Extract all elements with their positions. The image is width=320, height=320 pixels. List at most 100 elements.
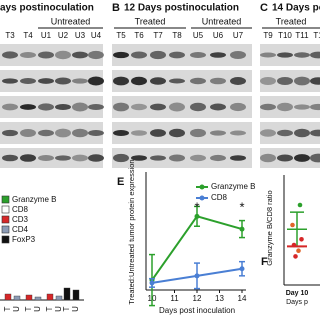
x-tick-label: T bbox=[3, 306, 12, 311]
blot-band bbox=[310, 51, 320, 59]
blot-band bbox=[169, 154, 185, 162]
blot-band bbox=[38, 78, 54, 84]
group-label: Treated bbox=[276, 16, 307, 26]
blot-band bbox=[72, 102, 88, 112]
lane-label: T5 bbox=[116, 31, 126, 40]
data-point bbox=[239, 226, 245, 232]
blot-band bbox=[20, 78, 36, 84]
blot-band bbox=[294, 104, 310, 110]
data-point bbox=[194, 273, 200, 279]
blot-band bbox=[150, 103, 166, 111]
blot-title: 12 Days postinoculation bbox=[124, 3, 239, 14]
blot-band bbox=[210, 77, 226, 85]
blot-band bbox=[113, 51, 129, 59]
bar-shape bbox=[13, 295, 21, 301]
blot-band bbox=[277, 154, 293, 162]
legend-label: Granzyme B bbox=[12, 195, 56, 204]
lane-label: T11 bbox=[295, 31, 309, 40]
x-tick-label: 11 bbox=[170, 294, 179, 303]
blot-band bbox=[210, 103, 226, 111]
panel-label: E bbox=[117, 176, 124, 188]
group-label: Untreated bbox=[51, 16, 91, 26]
bar-shape bbox=[63, 287, 71, 301]
lane-label: T10 bbox=[278, 31, 292, 40]
blot-band bbox=[2, 78, 18, 84]
legend-swatch bbox=[1, 235, 10, 244]
blot-band bbox=[131, 51, 147, 59]
blot-band bbox=[190, 52, 206, 58]
blot-strip bbox=[260, 96, 320, 118]
blot-band bbox=[2, 51, 18, 59]
legend-swatch bbox=[1, 225, 10, 234]
lane-label: T6 bbox=[134, 31, 144, 40]
lane-label: U4 bbox=[91, 31, 102, 40]
blot-band bbox=[294, 52, 310, 58]
blot-band bbox=[310, 103, 320, 111]
bar-shape bbox=[4, 293, 12, 301]
x-axis-label: Days p bbox=[286, 299, 308, 306]
blot-band bbox=[55, 103, 71, 111]
blot-band bbox=[190, 128, 206, 138]
x-tick-label: 13 bbox=[215, 294, 224, 303]
blot-band bbox=[260, 103, 276, 111]
legend-label: CD4 bbox=[12, 225, 29, 234]
blot-band bbox=[88, 154, 104, 162]
blot-band bbox=[150, 129, 166, 137]
bar-shape bbox=[25, 294, 33, 301]
blot-band bbox=[150, 50, 166, 60]
blot-band bbox=[72, 78, 88, 84]
blot-band bbox=[20, 52, 36, 58]
legend-swatch bbox=[1, 215, 10, 224]
blot-band bbox=[230, 50, 246, 60]
blot-band bbox=[190, 154, 206, 162]
lane-label: T4 bbox=[23, 31, 33, 40]
x-tick-label: U bbox=[33, 306, 42, 312]
lane-label: T7 bbox=[153, 31, 163, 40]
legend-marker bbox=[199, 195, 205, 201]
annotation: * bbox=[239, 199, 244, 214]
legend-label: FoxP3 bbox=[12, 235, 36, 244]
blot-band bbox=[169, 51, 185, 59]
blot-band bbox=[310, 77, 320, 85]
blot-band bbox=[88, 50, 104, 60]
blot-band bbox=[277, 129, 293, 137]
x-tick-label: 12 bbox=[193, 294, 202, 303]
data-point bbox=[194, 213, 200, 219]
data-point bbox=[291, 242, 297, 248]
blot-band bbox=[2, 129, 18, 137]
bar-shape bbox=[72, 289, 80, 301]
data-point bbox=[299, 236, 304, 242]
data-point bbox=[293, 254, 298, 259]
lane-label: T1 bbox=[313, 31, 320, 40]
blot-band bbox=[150, 155, 166, 161]
bar-shape bbox=[55, 295, 63, 301]
blot-band bbox=[131, 155, 147, 161]
x-tick-label: Day 10 bbox=[286, 290, 309, 297]
x-axis-label: Days post inoculation bbox=[159, 306, 235, 315]
group-label: Treated bbox=[135, 16, 166, 26]
blot-band bbox=[55, 155, 71, 161]
blot-band bbox=[72, 154, 88, 162]
blot-band bbox=[88, 104, 104, 110]
blot-band bbox=[113, 76, 129, 86]
lane-label: U1 bbox=[41, 31, 52, 40]
lane-label: U7 bbox=[233, 31, 244, 40]
blot-band bbox=[310, 129, 320, 137]
lane-label: U3 bbox=[75, 31, 86, 40]
blot-band bbox=[72, 128, 88, 138]
blot-band bbox=[169, 78, 185, 84]
lane-label: T9 bbox=[263, 31, 273, 40]
x-tick-label: U bbox=[12, 306, 21, 312]
y-axis-label: Granzyme B/CD8 ratio bbox=[265, 190, 274, 265]
blot-band bbox=[260, 52, 276, 58]
blot-band bbox=[38, 103, 54, 111]
blot-band bbox=[131, 130, 147, 136]
blot-band bbox=[20, 104, 36, 110]
blot-strip bbox=[0, 148, 103, 168]
blot-band bbox=[55, 128, 71, 138]
panel-label: C bbox=[260, 2, 268, 14]
blot-band bbox=[277, 52, 293, 58]
blot-band bbox=[190, 102, 206, 112]
y-axis-label: Treated:Untreated tumor protein expressi… bbox=[127, 159, 136, 304]
lane-label: U2 bbox=[58, 31, 69, 40]
